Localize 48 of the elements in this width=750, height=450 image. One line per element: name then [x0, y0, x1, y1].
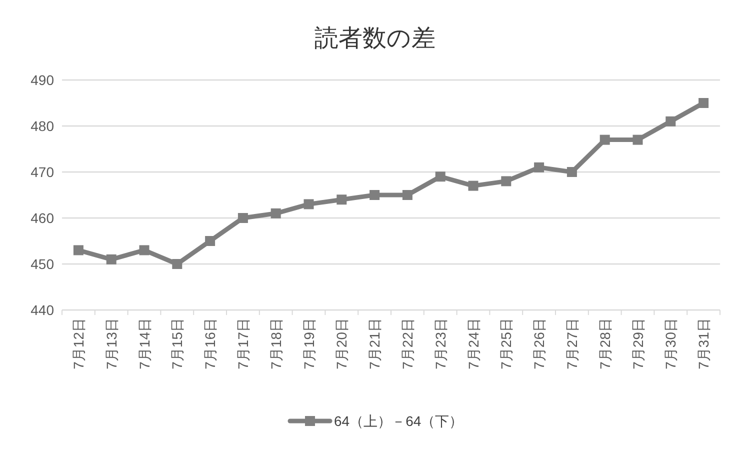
- point: [468, 180, 478, 191]
- point: [238, 213, 248, 223]
- x-tick-label: 7月16日: [202, 318, 218, 370]
- point: [534, 162, 544, 172]
- point: [566, 167, 577, 177]
- x-tick-label: 7月19日: [300, 318, 317, 370]
- x-tick-label: 7月25日: [498, 318, 514, 370]
- x-tick-label: 7月26日: [531, 318, 548, 370]
- point: [435, 172, 446, 182]
- x-tick-label: 7月14日: [136, 318, 152, 370]
- chart-title: 読者数の差: [314, 25, 436, 52]
- y-tick-label: 480: [30, 118, 54, 134]
- x-tick-label: 7月17日: [234, 318, 251, 370]
- x-tick-label: 7月31日: [696, 318, 712, 370]
- x-tick-label: 7月22日: [399, 318, 416, 370]
- y-tick-label: 470: [30, 164, 54, 180]
- x-tick-label: 7月18日: [268, 318, 284, 370]
- point: [73, 245, 84, 256]
- point: [666, 116, 676, 126]
- point: [501, 176, 512, 186]
- point: [336, 194, 347, 205]
- x-tick-label: 7月13日: [103, 318, 120, 370]
- x-tick-label: 7月27日: [564, 318, 580, 370]
- point: [270, 208, 281, 218]
- x-tick-label: 7月21日: [366, 318, 383, 370]
- y-tick-label: 490: [30, 72, 54, 88]
- y-tick-label: 440: [30, 302, 54, 318]
- point: [600, 134, 610, 145]
- legend-label: 64（上）－64（下）: [334, 413, 464, 429]
- point: [106, 254, 116, 264]
- y-tick-label: 450: [30, 256, 54, 272]
- point: [370, 190, 380, 200]
- x-tick-label: 7月23日: [432, 318, 448, 370]
- y-tick-label: 460: [30, 210, 54, 226]
- x-tick-label: 7月24日: [465, 318, 482, 370]
- point: [402, 190, 412, 200]
- x-tick-label: 7月12日: [70, 318, 86, 370]
- x-tick-label: 7月20日: [334, 318, 350, 370]
- point: [632, 134, 643, 145]
- point: [172, 259, 182, 269]
- x-tick-label: 7月29日: [630, 318, 646, 370]
- x-tick-label: 7月30日: [662, 318, 679, 370]
- point: [139, 245, 150, 256]
- x-tick-label: 7月28日: [596, 318, 613, 370]
- x-tick-label: 7月15日: [169, 318, 186, 370]
- point: [304, 199, 314, 210]
- point: [698, 98, 709, 108]
- point: [205, 236, 216, 246]
